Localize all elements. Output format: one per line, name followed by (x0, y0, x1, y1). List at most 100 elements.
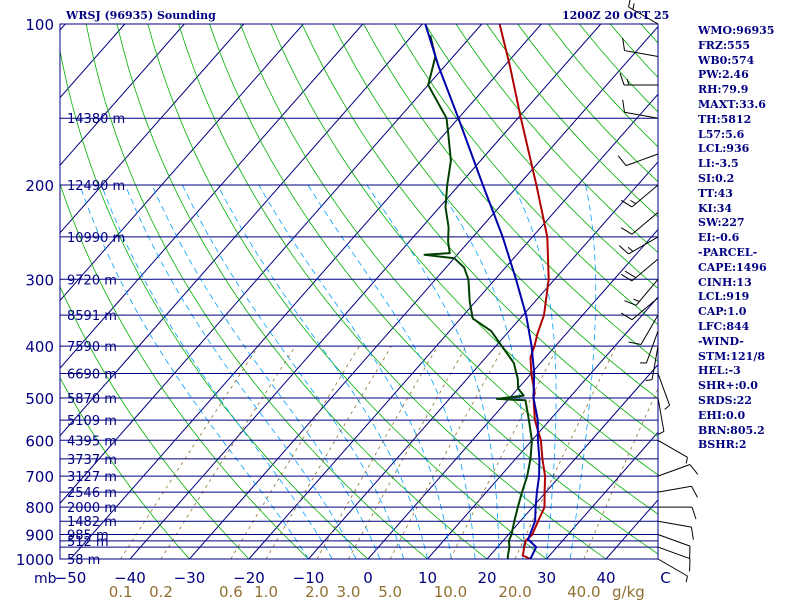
isotherm-line (546, 431, 658, 559)
dry-adiabat (116, 24, 488, 559)
stat-line: STM:121/8 (698, 349, 765, 363)
mixing-ratio-label: 0.6 (219, 583, 243, 600)
isotherm-line (60, 24, 483, 505)
parcel-trace (424, 24, 541, 559)
temperature-tick-label: −30 (174, 569, 206, 587)
mixing-ratio-label: 5.0 (378, 583, 402, 600)
mixing-ratio-line (265, 345, 392, 559)
mixing-ratio-label: 3.0 (337, 583, 361, 600)
wind-barb (628, 314, 659, 346)
pressure-tick-label: 300 (25, 271, 54, 289)
isotherm-line (70, 24, 542, 559)
isotherm-line (308, 161, 658, 559)
pressure-tick-label: 500 (25, 390, 54, 408)
height-label: 58 m (67, 553, 100, 568)
plot-frame (59, 23, 659, 560)
mixing-ratio-unit-label: g/kg (612, 583, 645, 600)
dry-adiabat (578, 24, 658, 113)
temperature-tick-label: 30 (537, 569, 556, 587)
dewpoint-trace (423, 35, 533, 559)
wind-barb (657, 464, 699, 477)
pressure-tick-label: 900 (25, 527, 54, 545)
height-label: 12490 m (67, 179, 125, 194)
height-label: 7590 m (67, 340, 117, 355)
stat-line: CAPE:1496 (698, 260, 767, 274)
wind-barb (620, 212, 659, 235)
mixing-ratio-label: 20.0 (498, 583, 531, 600)
pressure-tick-label: 100 (25, 16, 54, 34)
stat-line: LI:-3.5 (698, 157, 739, 171)
temperature-tick-label: −20 (233, 569, 265, 587)
isotherm-line (60, 24, 304, 302)
wind-barb (657, 558, 688, 583)
wind-barb (657, 373, 671, 410)
sounding-traces (423, 24, 550, 559)
dry-adiabat (209, 24, 658, 555)
isotherm-line (189, 25, 658, 559)
height-label: 5870 m (67, 392, 117, 407)
moist-adiabat (151, 184, 381, 559)
pressure-tick-label: 400 (25, 338, 54, 356)
stat-line: LCL:936 (698, 142, 750, 156)
moist-adiabat (217, 184, 428, 559)
stat-line: BRN:805.2 (698, 423, 765, 437)
moist-adiabat (512, 184, 557, 559)
wind-barb (620, 184, 659, 208)
background-grid (60, 24, 658, 559)
dry-adiabat (85, 24, 428, 559)
wind-barb (628, 0, 659, 25)
pressure-tick-label: 700 (25, 468, 54, 486)
stat-line: EHI:0.0 (698, 408, 746, 422)
isotherm-line (60, 24, 245, 234)
height-label: 1482 m (67, 515, 117, 530)
isotherm-line (60, 24, 423, 437)
dry-adiabat (147, 24, 547, 559)
stat-line: TT:43 (698, 186, 733, 200)
wind-barb (620, 297, 659, 321)
stat-line: -PARCEL- (698, 246, 758, 259)
stat-line: MAXT:33.6 (698, 98, 766, 111)
wind-barb (657, 546, 691, 572)
moist-adiabat (258, 184, 452, 559)
stat-line: L57:5.6 (698, 127, 745, 141)
stat-line: CINH:13 (698, 275, 752, 289)
stat-line: FRZ:555 (698, 38, 751, 52)
temperature-tick-label: −40 (114, 569, 146, 587)
isotherm-line (427, 296, 658, 559)
wind-barb (657, 520, 694, 540)
moist-adiabat (101, 184, 333, 559)
height-label: 3127 m (67, 470, 117, 485)
temperature-tick-label: 10 (418, 569, 437, 587)
pressure-tick-label: 800 (25, 499, 54, 517)
mixing-ratio-label: 0.1 (109, 583, 133, 600)
stat-line: -WIND- (698, 334, 744, 348)
isobars (60, 23, 658, 560)
isotherm-line (486, 363, 658, 559)
station-title: WRSJ (96935) Sounding (66, 9, 216, 22)
mixing-ratio-label: 2.0 (305, 583, 329, 600)
stat-line: SW:227 (698, 216, 745, 230)
wind-barb (658, 506, 697, 520)
mixing-ratio-label: 40.0 (567, 583, 600, 600)
stat-line: PW:2.46 (698, 68, 749, 82)
wind-barb (619, 72, 658, 86)
stat-line: WB0:574 (698, 53, 755, 67)
stat-line: SHR+:0.0 (698, 379, 758, 393)
isotherm-line (248, 93, 658, 559)
stat-line: SI:0.2 (698, 172, 735, 185)
pressure-tick-label: 600 (25, 432, 54, 450)
moist-adiabat (307, 184, 476, 559)
temperature-tick-label: 20 (477, 569, 496, 587)
stat-line: KI:34 (698, 201, 733, 215)
wind-barb (620, 258, 659, 282)
pressure-unit-label: mb (34, 571, 57, 587)
wind-barb (657, 397, 665, 435)
isotherm-line (129, 24, 602, 559)
stat-line: RH:79.9 (698, 83, 749, 97)
wind-barb (622, 99, 659, 119)
pressure-tick-label: 200 (25, 177, 54, 195)
wind-barb (645, 346, 659, 382)
height-label: 985 m (67, 529, 109, 544)
